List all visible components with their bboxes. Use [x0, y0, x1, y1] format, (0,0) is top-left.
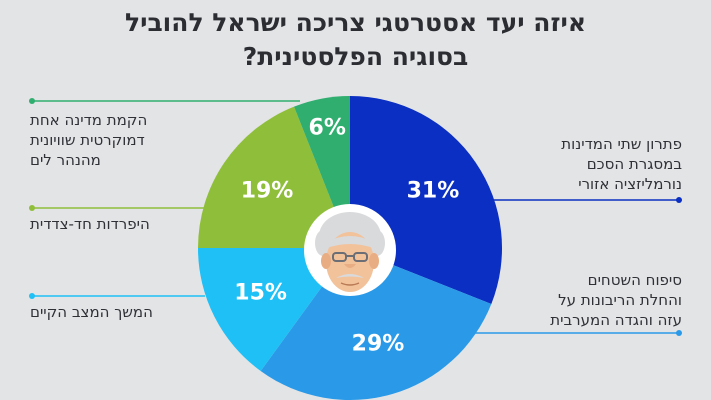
percent-label-status-quo: 15% [234, 281, 287, 306]
label-two-state: פתרון שתי המדינות במסגרת הסכם נורמליזציה… [498, 134, 682, 194]
pie-slice-status-quo [198, 248, 350, 371]
leader-dot-annexation [676, 330, 682, 336]
percent-label-annexation: 29% [352, 331, 405, 356]
label-two-state-line-2: במסגרת הסכם [586, 155, 682, 173]
pie-slice-annexation [260, 248, 492, 400]
leader-dot-status-quo [29, 293, 35, 299]
leader-lines [29, 98, 682, 336]
label-one-state-line-3: מהנהר לים [30, 151, 101, 169]
label-annexation: סיפוח השטחים והחלת הריבונות על עזה והגדה… [498, 270, 682, 330]
label-separation: היפרדות חד-צדדית [30, 214, 220, 234]
label-annexation-line-3: עזה והגדה המערבית [550, 311, 682, 329]
label-one-state-line-2: דמוקרטית שוויונית [30, 131, 145, 149]
old-man-face-icon [304, 204, 396, 296]
chart-title: איזה יעד אסטרטגי צריכה ישראל להוביל בסוג… [0, 6, 711, 74]
label-two-state-line-3: נורמליזציה אזורי [578, 175, 682, 193]
label-one-state-line-1: הקמת מדינה אחת [30, 111, 148, 129]
chart-title-line-2: בסוגיה הפלסטינית? [242, 42, 469, 71]
label-status-quo: המשך המצב הקיים [30, 302, 220, 322]
percent-label-one-state: 6% [309, 116, 346, 141]
leader-dot-two-state [676, 197, 682, 203]
leader-dot-separation [29, 205, 35, 211]
pie-percent-labels: 31% 29% 15% 19% 6% [234, 116, 459, 357]
leader-dot-one-state [29, 98, 35, 104]
label-one-state: הקמת מדינה אחת דמוקרטית שוויונית מהנהר ל… [30, 110, 220, 170]
pie-slice-separation [198, 106, 350, 248]
chart-title-line-1: איזה יעד אסטרטגי צריכה ישראל להוביל [124, 8, 587, 37]
label-status-quo-line-1: המשך המצב הקיים [30, 303, 153, 321]
label-separation-line-1: היפרדות חד-צדדית [30, 215, 150, 233]
label-two-state-line-1: פתרון שתי המדינות [561, 135, 682, 153]
percent-label-separation: 19% [241, 179, 294, 204]
label-annexation-line-2: והחלת הריבונות על [558, 291, 682, 309]
percent-label-two-state: 31% [407, 179, 460, 204]
label-annexation-line-1: סיפוח השטחים [587, 271, 682, 289]
